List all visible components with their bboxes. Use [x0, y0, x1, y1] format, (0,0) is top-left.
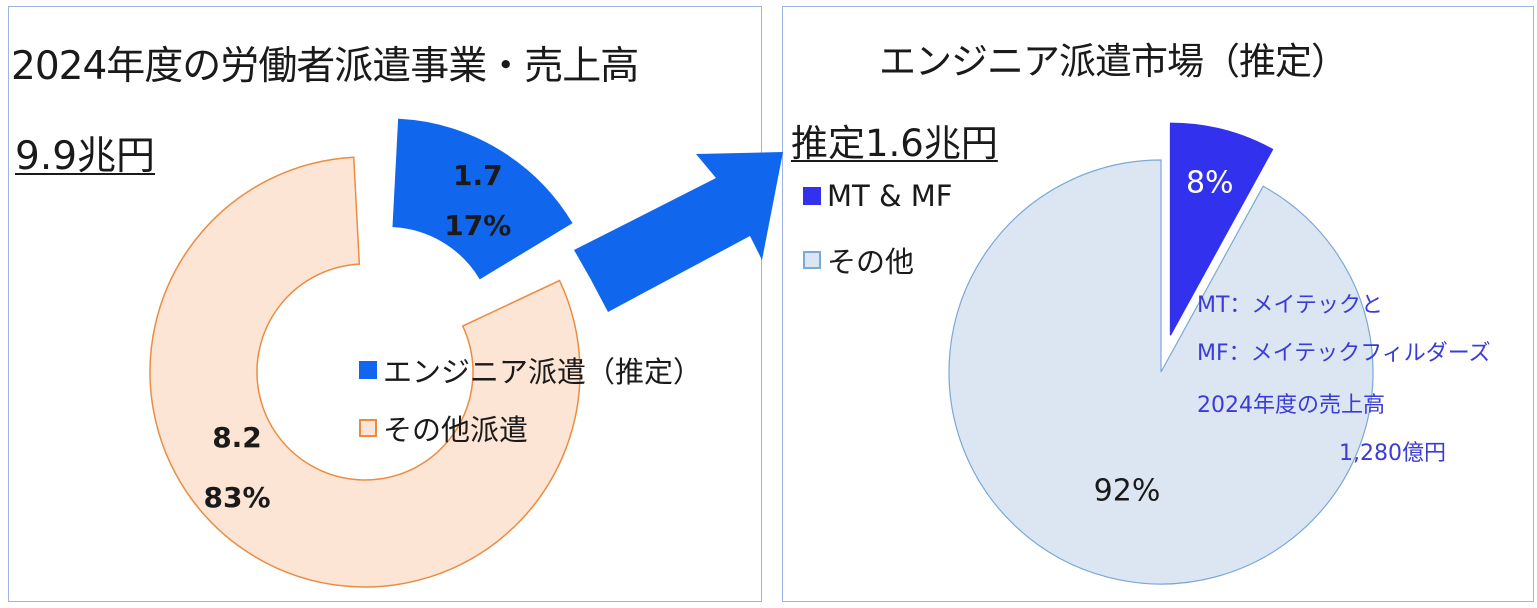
slice-shape [1169, 122, 1274, 336]
annotation-line: MT：メイテックと [1197, 293, 1383, 318]
annotation-line: 2024年度の売上高 [1197, 393, 1385, 418]
legend-label: その他 [827, 245, 915, 279]
data-label-percent: 17% [444, 209, 511, 242]
data-label-percent: 8% [1186, 165, 1234, 200]
legend-swatch [803, 251, 821, 269]
pie-slice-0 [1169, 122, 1274, 336]
legend-item-engineer-dispatch: エンジニア派遣（推定） [359, 349, 702, 391]
legend-item-other-dispatch: その他派遣 [359, 407, 528, 449]
legend-label: MT & MF [827, 179, 953, 213]
pie-slice-1 [948, 159, 1374, 585]
slice-shape [149, 156, 581, 588]
chart-subtitle: 9.9兆円 [15, 134, 156, 179]
slice-shape [392, 118, 573, 280]
legend-label: その他派遣 [383, 413, 529, 447]
legend-item-mt-mf: MT & MF [803, 179, 953, 213]
donut-slice-1 [149, 156, 581, 588]
data-label-percent: 83% [203, 481, 270, 514]
data-label-percent: 92% [1094, 474, 1161, 509]
data-label-value: 1.7 [453, 159, 503, 192]
legend-label: エンジニア派遣（推定） [383, 355, 703, 389]
donut-chart: 1.7 17% 8.2 83% [149, 118, 581, 588]
legend-swatch [359, 419, 377, 437]
data-label-value: 8.2 [212, 421, 262, 454]
annotation-line: 1,280億円 [1339, 441, 1446, 466]
pie-chart: 8% 92% [948, 122, 1374, 585]
legend-swatch [803, 187, 821, 205]
legend-item-other: その他 [803, 239, 914, 281]
slice-shape [948, 159, 1374, 585]
left-chart-panel: 1.7 17% 8.2 83% 2024年度の労働者派遣事業・売上高 9.9兆円 エン… [8, 6, 762, 602]
chart-subtitle: 推定1.6兆円 [791, 122, 998, 165]
right-chart-panel: 8% 92% エンジニア派遣市場（推定） 推定1.6兆円 MT & MF その他 … [782, 6, 1534, 602]
legend-swatch [359, 361, 377, 379]
annotation-line: MF：メイテックフィルダーズ [1197, 341, 1491, 366]
donut-slice-0 [392, 118, 573, 280]
chart-title: 2024年度の労働者派遣事業・売上高 [11, 44, 639, 89]
chart-title: エンジニア派遣市場（推定） [879, 40, 1348, 83]
